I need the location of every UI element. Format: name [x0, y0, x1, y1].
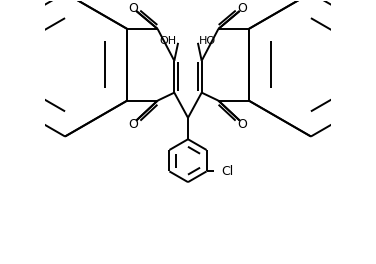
- Text: O: O: [129, 118, 138, 131]
- Text: O: O: [238, 2, 247, 15]
- Text: O: O: [129, 2, 138, 15]
- Text: HO: HO: [199, 36, 217, 46]
- Text: Cl: Cl: [222, 165, 234, 178]
- Text: OH: OH: [159, 36, 177, 46]
- Text: O: O: [238, 118, 247, 131]
